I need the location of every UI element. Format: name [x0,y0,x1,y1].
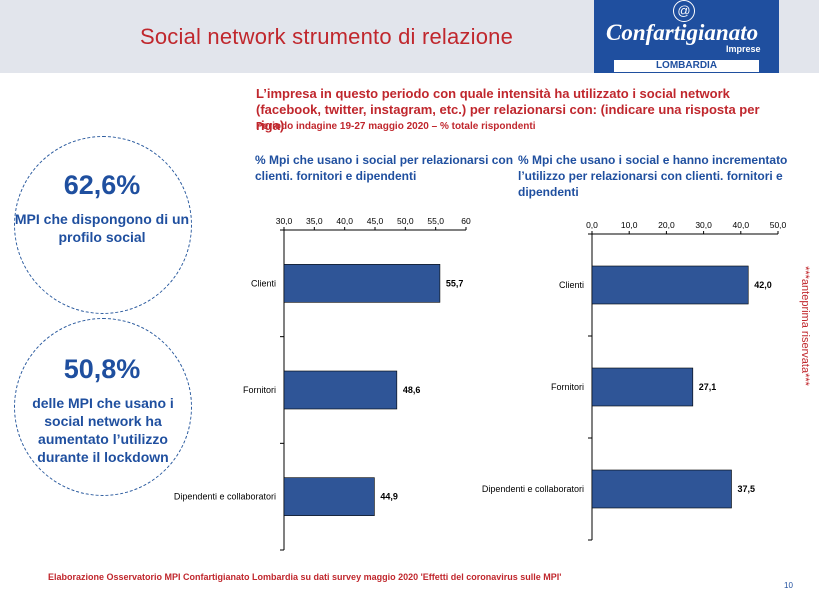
highlight-value-profile: 62,6% [63,170,141,200]
chart2-tick-label: 0,0 [586,220,598,230]
brand-logo: @ Confartigianato Imprese LOMBARDIA [594,0,779,73]
chart2-value-label: 27,1 [699,382,717,392]
chart1-category-label: Dipendenti e collaboratori [174,492,276,502]
chart2-value-label: 42,0 [754,280,772,290]
chart2-tick-label: 40,0 [733,220,750,230]
logo-region: LOMBARDIA [614,60,759,72]
chart2-category-label: Dipendenti e collaboratori [482,484,584,494]
source-note: Elaborazione Osservatorio MPI Confartigi… [48,572,562,582]
chart2-tick-label: 30,0 [695,220,712,230]
chart2-value-label: 37,5 [738,484,756,494]
survey-period: Periodo indagine 19-27 maggio 2020 – % t… [256,121,536,132]
chart1-category-label: Fornitori [243,385,276,395]
chart1-value-label: 48,6 [403,385,421,395]
chart2-bar [591,469,732,509]
chart1-tick-label: 30,0 [276,216,293,226]
chart2-tick-label: 20,0 [658,220,675,230]
chart1-bar [283,264,441,303]
highlight-circle-lockdown [14,318,192,496]
chart2-bar [591,265,749,305]
chart2-title: % Mpi che usano i social e hanno increme… [518,153,788,199]
chart1-tick-label: 60 [461,216,471,226]
chart1-value-label: 44,9 [380,492,398,502]
reserved-preview-note: ***anteprima riservata*** [798,266,811,386]
highlight-value-lockdown: 50,8% [63,354,141,384]
chart2-bar [591,367,694,407]
chart1-value-label: 55,7 [446,278,464,288]
logo-subtitle: Imprese [726,44,761,54]
chart1-tick-label: 50,0 [397,216,414,226]
chart1-bar [283,370,398,410]
chart2-category-label: Fornitori [551,382,584,392]
logo-wordmark: Confartigianato [606,20,759,45]
page-number: 10 [784,581,793,590]
logo-at-icon: @ [673,0,695,22]
chart1-title: % Mpi che usano i social per relazionars… [255,153,514,183]
chart1-tick-label: 55,0 [427,216,444,226]
survey-question: L’impresa in questo periodo con quale in… [256,86,760,133]
chart1-bar [283,477,375,516]
chart1-category-label: Clienti [251,278,276,288]
chart2-category-label: Clienti [559,280,584,290]
chart2-tick-label: 10,0 [621,220,638,230]
chart-social-increase: 0,0 10,0 20,0 30,0 40,0 50,0 Clienti 42,0 Fornit… [482,220,787,541]
highlight-circle-profile [14,136,192,314]
chart2-tick-label: 50,0 [770,220,787,230]
chart1-tick-label: 35,0 [306,216,323,226]
chart1-tick-label: 40,0 [336,216,353,226]
chart-social-relations: 30,0 35,0 40,0 45,0 50,0 55,0 60 Clienti 55,7 For… [174,216,471,551]
highlight-desc-lockdown: delle MPI che usano i social network ha … [32,395,174,465]
chart1-tick-label: 45,0 [367,216,384,226]
highlight-desc-profile: MPI che dispongono di un profilo social [14,211,190,245]
page-title: Social network strumento di relazione [140,24,514,49]
